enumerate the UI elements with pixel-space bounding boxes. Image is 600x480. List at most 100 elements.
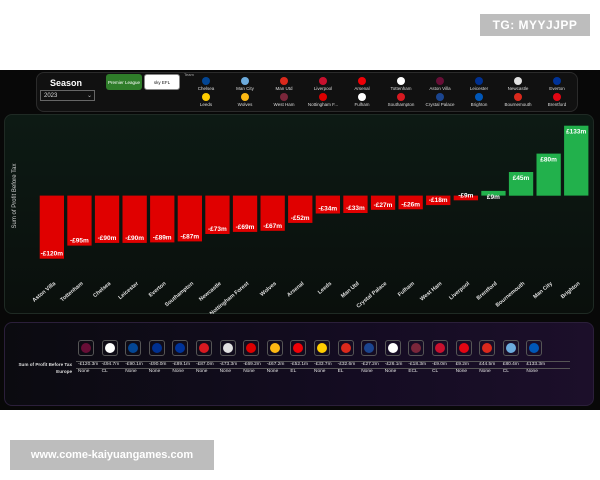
team-filter-item[interactable]: Man City [223, 77, 267, 93]
chart-bar[interactable] [315, 195, 340, 214]
chart-bar[interactable] [150, 195, 175, 243]
team-filter-item[interactable]: Everton [535, 77, 579, 93]
league-filter-sky-efl[interactable]: sky EFL [144, 74, 180, 90]
bar-data-label: -£26m [401, 201, 420, 208]
profit-cell: £9.2m [455, 362, 469, 367]
chart-bar[interactable] [508, 172, 534, 196]
club-crest-icon [241, 93, 249, 101]
bar-data-label: -£27m [374, 202, 393, 209]
team-filter-item[interactable]: Chelsea [184, 77, 228, 93]
crest-color-dot [340, 343, 351, 353]
team-filter-item[interactable]: Leeds [184, 93, 228, 109]
team-filter-label: Brighton [470, 102, 488, 107]
team-filter-item[interactable]: Tottenham [379, 77, 423, 93]
profit-cell: -£94.7m [101, 362, 120, 367]
team-filter-item[interactable]: Nottingham F... [301, 93, 345, 109]
team-filter-item[interactable]: Brentford [535, 93, 579, 109]
bar-data-label: £45m [513, 175, 530, 182]
chart-bar[interactable] [453, 195, 478, 201]
x-tick-label: Man City [532, 280, 554, 300]
club-crest-icon [436, 93, 444, 101]
bar-data-label: -£90m [98, 235, 117, 242]
club-crest-icon [243, 340, 260, 356]
team-filter-label: Arsenal [354, 86, 370, 91]
chart-bar[interactable] [343, 195, 368, 213]
club-crest-icon [553, 77, 561, 85]
club-crest-icon [202, 93, 210, 101]
chart-bar[interactable] [398, 195, 423, 210]
europe-cell: CL [432, 369, 439, 374]
season-dropdown[interactable]: 2023 ⌄ [40, 90, 95, 101]
bar-data-label: -£69m [236, 224, 255, 231]
profit-cell: -£67.2m [266, 362, 285, 367]
club-crest-icon [397, 77, 405, 85]
chart-bar[interactable] [122, 195, 147, 243]
club-crest-icon [202, 77, 210, 85]
team-filter-label: Liverpool [313, 86, 333, 91]
bar-data-label: -£18m [429, 197, 448, 204]
team-filter-item[interactable]: Liverpool [301, 77, 345, 93]
team-filter-item[interactable]: Bournemouth [496, 93, 540, 109]
team-filter-label: West Ham [273, 102, 295, 107]
league-label: Premier League [107, 79, 141, 85]
club-crest-icon [475, 77, 483, 85]
crest-color-dot [435, 343, 445, 353]
team-filter-label: Wolves [237, 102, 253, 107]
team-filter-item[interactable]: West Ham [262, 93, 306, 109]
profit-cell: £80.4m [502, 362, 519, 367]
profit-cell: -£18.3m [408, 362, 426, 367]
team-filter-item[interactable]: Wolves [223, 93, 267, 109]
chart-bar[interactable] [39, 195, 64, 259]
team-filter-label: Man City [236, 86, 254, 91]
chart-bar[interactable] [426, 195, 451, 206]
team-filter-item[interactable]: Fulham [340, 93, 384, 109]
crest-color-dot [151, 343, 162, 353]
crest-color-dot [222, 343, 233, 353]
chart-bar[interactable] [260, 195, 285, 231]
europe-cell: None [125, 369, 137, 374]
chart-bar[interactable] [481, 190, 506, 196]
crest-color-dot [104, 343, 115, 353]
bar-data-label: -£52m [291, 215, 310, 222]
profit-cell: -£90.0m [148, 362, 167, 367]
team-filter-item[interactable]: Southampton [379, 93, 423, 109]
crest-color-dot [529, 343, 540, 353]
chart-bar[interactable] [232, 195, 258, 232]
club-crest-icon [358, 93, 366, 101]
chart-bar[interactable] [288, 195, 313, 223]
team-filter-item[interactable]: Aston Villa [418, 77, 462, 93]
club-crest-icon [384, 340, 401, 356]
team-filter-item[interactable]: Leicester [457, 77, 501, 93]
row-label-europe: Europe [56, 369, 72, 374]
team-filter-label: Everton [549, 86, 565, 91]
league-filter-premier-league[interactable]: Premier League [106, 74, 142, 90]
team-filter-item[interactable]: Crystal Palace [418, 93, 462, 109]
team-filter-label: Leeds [199, 102, 213, 107]
europe-cell: None [148, 369, 161, 374]
chart-bar[interactable] [370, 195, 396, 210]
crest-color-dot [387, 343, 398, 353]
team-filter-item[interactable]: Newcastle [496, 77, 540, 93]
crest-color-dot [128, 343, 139, 353]
europe-cell: None [196, 369, 208, 374]
chart-bar[interactable] [177, 195, 202, 242]
team-filter-label: Bournemouth [504, 102, 532, 107]
bar-data-label: -£95m [70, 238, 89, 245]
team-filter-item[interactable]: Brighton [457, 93, 501, 109]
chart-bar[interactable] [564, 125, 589, 196]
team-filter-item[interactable]: Arsenal [340, 77, 384, 93]
team-filter-label: Man Utd [275, 86, 293, 91]
profit-bar-chart: Sum of Profit Before Tax -£120m Aston Vill… [12, 125, 589, 314]
x-tick-label: Aston Villa [32, 280, 58, 303]
bar-data-label: £133m [566, 129, 586, 136]
chart-bar[interactable] [536, 153, 561, 196]
club-crest-icon [397, 93, 405, 101]
chart-bar[interactable] [94, 195, 120, 243]
team-filter-item[interactable]: Man Utd [262, 77, 306, 93]
bar-data-label: £9m [487, 194, 500, 201]
x-tick-label: Southampton [164, 281, 195, 309]
table-divider [76, 361, 570, 362]
chart-bar[interactable] [67, 195, 92, 246]
chart-bar[interactable] [205, 195, 230, 234]
team-filter-label: Brentford [547, 102, 567, 107]
